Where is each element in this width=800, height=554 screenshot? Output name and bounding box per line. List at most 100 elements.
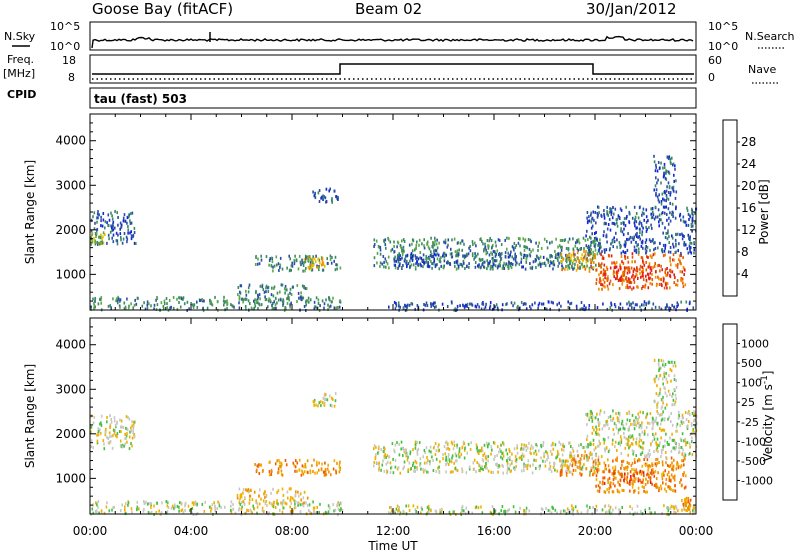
power-echo-cell <box>119 227 121 231</box>
power-echo-cell <box>123 301 126 305</box>
power-echo-cell <box>623 251 626 255</box>
power-echo-cell <box>627 232 629 236</box>
power-echo-cell <box>295 259 298 263</box>
velocity-echo-cell <box>453 444 456 447</box>
velocity-echo-cell <box>679 465 682 469</box>
power-echo-cell <box>663 205 666 209</box>
power-echo-cell <box>538 301 541 305</box>
power-echo-cell <box>631 216 634 220</box>
power-echo-cell <box>674 164 676 168</box>
power-echo-cell <box>240 284 243 288</box>
velocity-echo-cell <box>515 458 518 461</box>
power-echo-cell <box>616 221 618 225</box>
velocity-echo-cell <box>424 468 426 472</box>
velocity-colorbar-tick-label: 500 <box>741 357 762 370</box>
power-echo-cell <box>673 273 675 277</box>
velocity-echo-cell <box>264 495 266 499</box>
power-echo-cell <box>317 266 320 270</box>
velocity-echo-cell <box>683 439 685 443</box>
power-echo-cell <box>616 272 618 276</box>
velocity-echo-cell <box>648 507 651 510</box>
power-echo-cell <box>489 301 492 304</box>
velocity-echo-cell <box>427 504 430 508</box>
velocity-echo-cell <box>635 468 638 472</box>
power-echo-cell <box>459 241 462 245</box>
velocity-echo-cell <box>607 450 610 454</box>
velocity-echo-cell <box>133 435 136 438</box>
velocity-echo-cell <box>614 506 617 510</box>
velocity-echo-cell <box>256 502 259 506</box>
velocity-echo-cell <box>478 469 481 472</box>
velocity-echo-cell <box>487 445 489 449</box>
velocity-echo-cell <box>644 490 647 494</box>
velocity-echo-cell <box>126 432 128 436</box>
power-echo-cell <box>93 236 95 240</box>
velocity-echo-cell <box>565 469 567 473</box>
velocity-echo-cell <box>581 465 584 469</box>
power-echo-cell <box>644 283 647 287</box>
power-echo-cell <box>636 226 638 230</box>
velocity-echo-cell <box>382 450 384 453</box>
power-echo-cell <box>663 277 665 281</box>
velocity-echo-cell <box>629 505 631 509</box>
velocity-echo-cell <box>131 424 133 428</box>
power-echo-cell <box>264 298 267 302</box>
velocity-echo-cell <box>243 502 246 506</box>
power-echo-cell <box>333 306 336 310</box>
velocity-echo-cell <box>454 466 457 470</box>
velocity-echo-cell <box>592 463 594 467</box>
power-echo-cell <box>628 268 630 272</box>
velocity-echo-cell <box>679 446 682 450</box>
velocity-echo-cell <box>625 437 627 441</box>
power-echo-cell <box>673 179 675 183</box>
power-echo-cell <box>484 305 487 309</box>
power-echo-cell <box>645 278 648 282</box>
power-echo-cell <box>672 245 675 249</box>
power-echo-cell <box>93 211 96 215</box>
velocity-echo-cell <box>250 489 252 493</box>
velocity-echo-cell <box>624 467 626 471</box>
velocity-echo-cell <box>108 431 111 435</box>
velocity-echo-cell <box>603 441 605 445</box>
power-echo-cell <box>162 307 165 311</box>
power-echo-cell <box>671 270 674 274</box>
velocity-echo-cell <box>373 444 376 448</box>
power-echo-cell <box>577 248 579 252</box>
velocity-echo-cell <box>655 442 658 446</box>
velocity-echo-cell <box>338 503 340 507</box>
velocity-echo-cell <box>618 508 620 512</box>
velocity-echo-cell <box>662 463 664 467</box>
power-echo-cell <box>97 216 99 220</box>
velocity-echo-cell <box>671 403 673 407</box>
velocity-echo-cell <box>91 507 94 511</box>
power-echo-cell <box>450 252 453 256</box>
velocity-echo-cell <box>569 462 572 466</box>
power-echo-cell <box>312 261 314 264</box>
power-echo-cell <box>383 239 385 243</box>
velocity-echo-cell <box>461 469 464 473</box>
power-echo-cell <box>432 255 435 258</box>
nave-axis-bottom: 0 <box>708 71 715 84</box>
power-echo-cell <box>544 263 547 267</box>
velocity-echo-cell <box>685 508 687 512</box>
velocity-echo-cell <box>147 510 150 514</box>
velocity-echo-cell <box>307 471 309 475</box>
power-echo-cell <box>557 264 559 268</box>
velocity-echo-cell <box>625 422 628 426</box>
velocity-echo-cell <box>275 501 278 505</box>
power-echo-cell <box>457 266 460 270</box>
velocity-echo-cell <box>590 415 593 419</box>
power-echo-cell <box>130 234 133 238</box>
power-echo-cell <box>310 258 312 262</box>
velocity-colorbar-tick-label: 25 <box>741 396 755 409</box>
velocity-echo-cell <box>97 505 99 509</box>
power-echo-cell <box>469 302 471 306</box>
velocity-echo-cell <box>441 507 443 511</box>
power-echo-cell <box>574 262 576 266</box>
power-echo-cell <box>100 233 102 237</box>
power-echo-cell <box>623 221 625 225</box>
power-echo-cell <box>272 302 274 305</box>
power-echo-cell <box>624 251 627 255</box>
power-echo-cell <box>614 207 617 211</box>
velocity-echo-cell <box>458 447 461 451</box>
